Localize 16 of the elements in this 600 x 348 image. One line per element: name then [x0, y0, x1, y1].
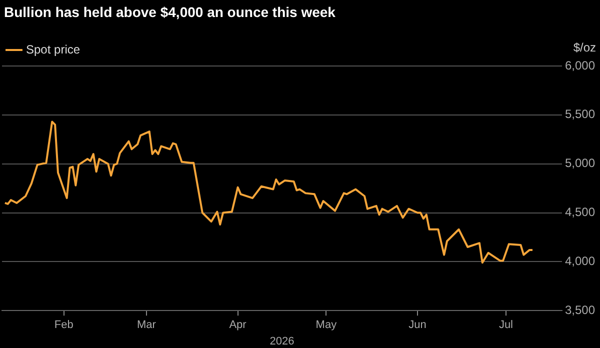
y-tick-label: 5,000 — [564, 156, 596, 170]
y-tick-label: 3,500 — [564, 302, 596, 317]
x-tick-label: Feb — [54, 319, 74, 332]
y-tick-label: 4,000 — [564, 254, 596, 268]
x-tick-label: Jul — [498, 319, 514, 332]
y-tick-label: 6,000 — [564, 58, 596, 72]
x-tick-label: Mar — [136, 319, 156, 332]
chart-title: Bullion has held above $4,000 an ounce this week — [3, 3, 336, 22]
x-tick-label: May — [316, 319, 338, 332]
x-tick-label: Jun — [408, 319, 426, 332]
y-tick-label: 5,500 — [564, 107, 596, 122]
x-axis-title: 2026 — [270, 335, 294, 348]
legend-label: Spot price — [26, 42, 80, 56]
x-tick-label: Apr — [229, 319, 247, 332]
y-tick-label: 4,500 — [564, 205, 596, 220]
y-axis-title: $/oz — [573, 40, 596, 54]
